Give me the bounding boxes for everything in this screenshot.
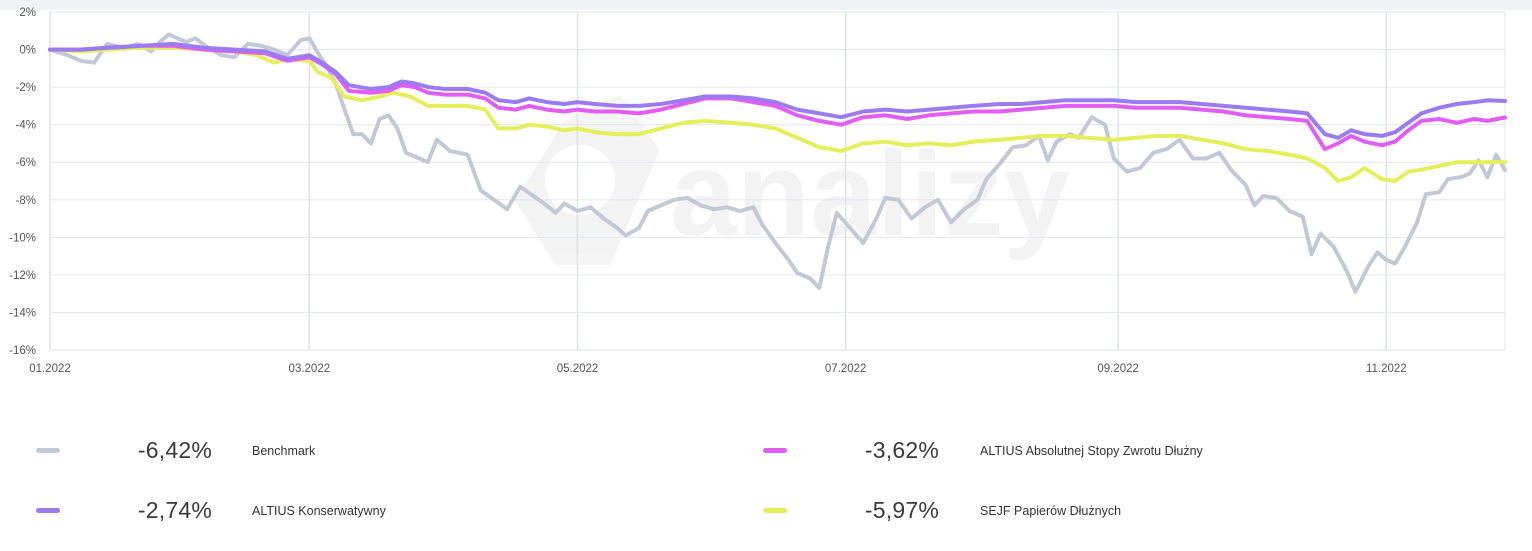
legend-value-altius-konserwatywny: -2,74%: [137, 497, 212, 523]
x-tick-label: 01.2022: [29, 363, 71, 375]
svg-text:analizy: analizy: [670, 127, 1070, 261]
x-tick-label: 05.2022: [557, 363, 599, 375]
line-chart: analizy 2% 0% -2% -4% -6% -8% -10% -12% -14% -16%…: [0, 0, 1532, 375]
x-tick-label: 07.2022: [825, 363, 867, 375]
legend-name-sejf: SEJF Papierów Dłużnych: [980, 504, 1122, 518]
chart-legend: -6,42% Benchmark -3,62% ALTIUS Absolutne…: [0, 420, 1532, 540]
y-tick-label: -16%: [9, 345, 36, 357]
y-tick-label: -8%: [16, 195, 36, 207]
legend-item-altius-konserwatywny: -2,74% ALTIUS Konserwatywny: [0, 495, 700, 525]
y-tick-label: -12%: [9, 270, 36, 282]
series-line-sejf-papier-w-d-u-nych: [48, 45, 1507, 183]
legend-name-benchmark: Benchmark: [252, 444, 316, 458]
legend-swatch-benchmark: [36, 448, 60, 453]
y-tick-label: -10%: [9, 232, 36, 244]
series-layer: [48, 32, 1507, 294]
legend-swatch-altius-konserwatywny: [36, 508, 60, 513]
watermark-logo: analizy: [515, 95, 1070, 265]
legend-name-altius-konserwatywny: ALTIUS Konserwatywny: [252, 504, 386, 518]
y-tick-label: -2%: [16, 82, 36, 94]
legend-value-benchmark: -6,42%: [137, 437, 212, 463]
x-tick-label: 09.2022: [1097, 363, 1139, 375]
top-edge-shadow: [0, 0, 1532, 10]
y-tick-label: -14%: [9, 307, 36, 319]
legend-value-altius-absolutnej: -3,62%: [864, 437, 939, 463]
x-tick-label: 03.2022: [289, 363, 331, 375]
legend-item-sejf: -5,97% SEJF Papierów Dłużnych: [0, 495, 1532, 525]
chart-svg: analizy 2% 0% -2% -4% -6% -8% -10% -12% -14% -16%…: [0, 0, 1532, 375]
legend-swatch-sejf: [763, 508, 787, 513]
x-tick-label: 11.2022: [1366, 363, 1407, 375]
series-line-benchmark: [48, 32, 1507, 294]
y-tick-label: 0%: [19, 45, 36, 57]
legend-value-sejf: -5,97%: [864, 497, 939, 523]
series-line-altius-konserwatywny: [48, 41, 1507, 140]
series-line-altius-absolutnej-stopy-zwrotu-d-u-ny: [48, 43, 1507, 152]
legend-item-altius-absolutnej: -3,62% ALTIUS Absolutnej Stopy Zwrotu Dł…: [0, 435, 1532, 465]
y-tick-label: -6%: [16, 157, 36, 169]
y-tick-label: 2%: [19, 7, 36, 19]
legend-swatch-altius-absolutnej: [763, 448, 787, 453]
y-tick-label: -4%: [16, 120, 36, 132]
legend-name-altius-absolutnej: ALTIUS Absolutnej Stopy Zwrotu Dłużny: [980, 444, 1203, 458]
legend-item-benchmark: -6,42% Benchmark: [0, 435, 700, 465]
chart-grid: [49, 11, 1506, 351]
axis-labels: 2% 0% -2% -4% -6% -8% -10% -12% -14% -16% 01.2022 0…: [9, 7, 1407, 375]
